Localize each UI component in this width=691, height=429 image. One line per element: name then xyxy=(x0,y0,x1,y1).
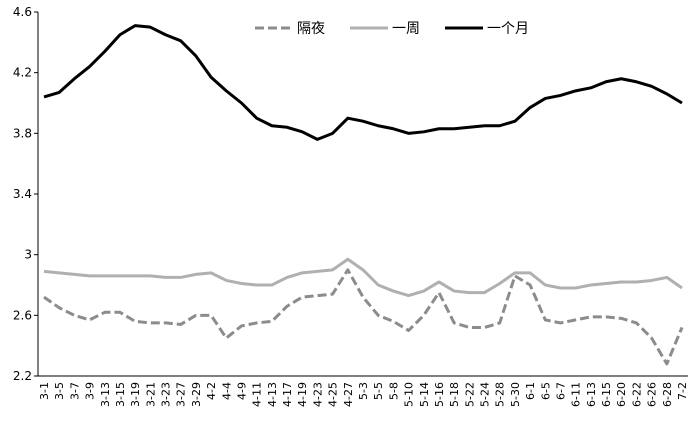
x-tick-label: 6-5 xyxy=(539,382,552,400)
x-tick-label: 5-14 xyxy=(418,382,431,407)
x-tick-label: 6-22 xyxy=(630,382,643,407)
x-tick-label: 6-26 xyxy=(646,382,659,407)
x-tick-label: 3-29 xyxy=(190,382,203,407)
y-tick-label: 3 xyxy=(24,248,32,262)
x-tick-label: 6-7 xyxy=(554,382,567,400)
x-tick-label: 5-18 xyxy=(448,382,461,407)
x-tick-label: 5-28 xyxy=(494,382,507,407)
x-tick-label: 5-10 xyxy=(403,382,416,407)
x-tick-label: 6-20 xyxy=(615,382,628,407)
x-tick-label: 6-28 xyxy=(661,382,674,407)
x-tick-label: 4-9 xyxy=(235,382,248,400)
x-tick-label: 5-8 xyxy=(387,382,400,400)
x-tick-label: 5-16 xyxy=(433,382,446,407)
y-tick-label: 4.6 xyxy=(13,5,32,19)
x-tick-label: 4-23 xyxy=(311,382,324,407)
series-line xyxy=(43,257,683,298)
x-tick-label: 6-1 xyxy=(524,382,537,400)
x-tick-label: 3-1 xyxy=(38,382,51,400)
x-tick-label: 3-19 xyxy=(129,382,142,407)
x-tick-label: 5-5 xyxy=(372,382,385,400)
x-tick-label: 4-11 xyxy=(251,382,264,407)
y-tick-label: 3.8 xyxy=(13,126,32,140)
x-tick-label: 3-23 xyxy=(160,382,173,407)
series-line xyxy=(43,268,684,366)
x-tick-label: 3-9 xyxy=(84,382,97,400)
x-tick-label: 6-11 xyxy=(570,382,583,407)
x-tick-label: 5-24 xyxy=(479,382,492,407)
x-tick-label: 6-15 xyxy=(600,382,613,407)
series-line xyxy=(43,24,683,141)
x-tick-label: 4-13 xyxy=(266,382,279,407)
y-tick-label: 2.6 xyxy=(13,308,32,322)
x-tick-label: 4-19 xyxy=(296,382,309,407)
y-tick-label: 4.2 xyxy=(13,66,32,80)
legend-label: 一周 xyxy=(392,21,420,37)
x-tick-label: 3-7 xyxy=(68,382,81,400)
x-tick-label: 4-2 xyxy=(205,382,218,400)
x-tick-label: 3-13 xyxy=(99,382,112,407)
x-tick-label: 3-5 xyxy=(53,382,66,400)
x-tick-label: 4-25 xyxy=(327,382,340,407)
x-tick-label: 3-27 xyxy=(175,382,188,407)
x-tick-label: 3-21 xyxy=(144,382,157,407)
y-tick-label: 3.4 xyxy=(13,187,32,201)
x-tick-label: 6-13 xyxy=(585,382,598,407)
x-tick-label: 4-17 xyxy=(281,382,294,407)
x-tick-label: 4-27 xyxy=(342,382,355,407)
y-tick-label: 2.2 xyxy=(13,369,32,383)
x-tick-label: 4-4 xyxy=(220,382,233,400)
x-tick-label: 5-22 xyxy=(463,382,476,407)
legend-label: 隔夜 xyxy=(297,21,325,37)
x-tick-label: 7-2 xyxy=(676,382,689,400)
legend-label: 一个月 xyxy=(487,21,529,37)
x-tick-label: 5-3 xyxy=(357,382,370,400)
x-tick-label: 5-30 xyxy=(509,382,522,407)
x-tick-label: 3-15 xyxy=(114,382,127,407)
